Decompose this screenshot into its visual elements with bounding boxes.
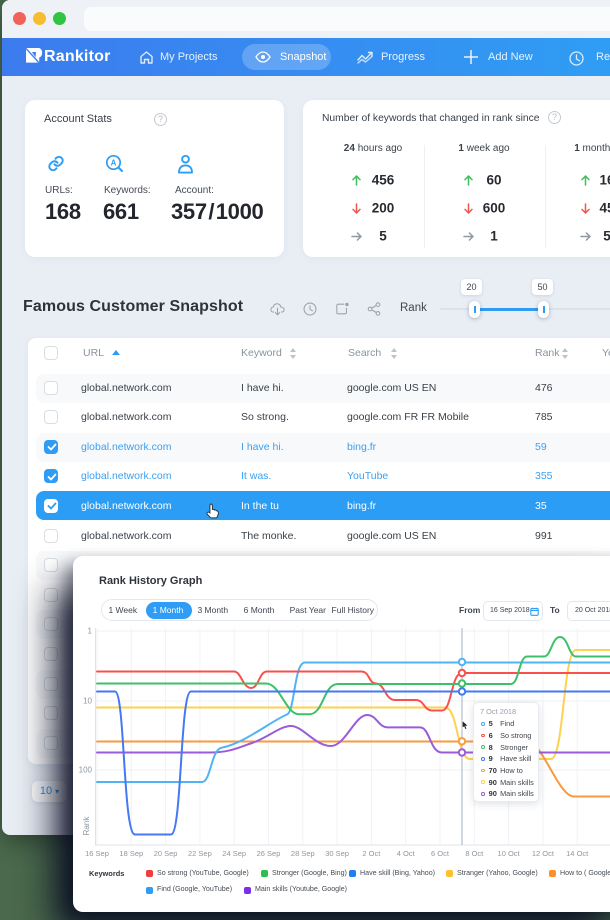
svg-text:A: A: [111, 158, 117, 167]
svg-text:24 Sep: 24 Sep: [222, 849, 246, 858]
svg-text:6 Oct: 6 Oct: [431, 849, 450, 858]
svg-text:Rank: Rank: [82, 816, 91, 836]
svg-text:22 Sep: 22 Sep: [188, 849, 212, 858]
svg-text:4 Oct: 4 Oct: [397, 849, 416, 858]
svg-text:20 Sep: 20 Sep: [154, 849, 178, 858]
svg-text:30 Sep: 30 Sep: [325, 849, 349, 858]
svg-text:26 Sep: 26 Sep: [257, 849, 281, 858]
svg-text:16 Sep: 16 Sep: [85, 849, 109, 858]
svg-text:12 Oct: 12 Oct: [532, 849, 555, 858]
svg-text:8 Oct: 8 Oct: [465, 849, 484, 858]
svg-text:10: 10: [83, 697, 92, 706]
svg-text:14 Oct: 14 Oct: [566, 849, 589, 858]
svg-text:1: 1: [88, 627, 93, 636]
svg-text:18 Sep: 18 Sep: [119, 849, 143, 858]
svg-text:100: 100: [79, 766, 93, 775]
svg-text:2 Oct: 2 Oct: [362, 849, 381, 858]
svg-text:10 Oct: 10 Oct: [498, 849, 521, 858]
svg-text:28 Sep: 28 Sep: [291, 849, 315, 858]
